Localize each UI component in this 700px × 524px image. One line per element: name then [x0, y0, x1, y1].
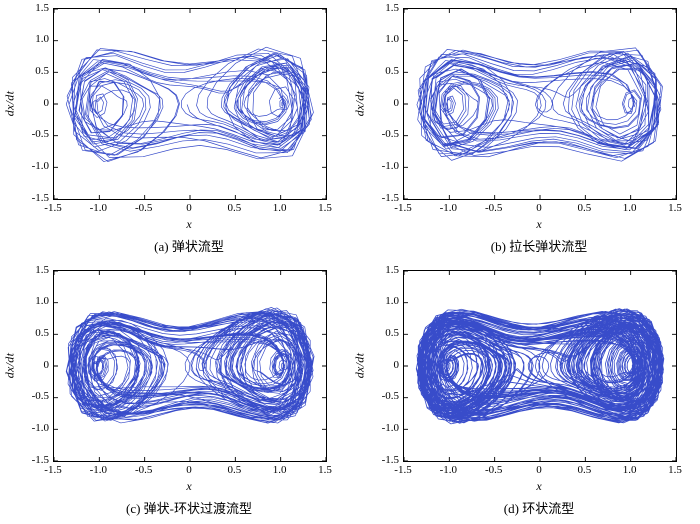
x-tick-label: -0.5 — [134, 464, 153, 476]
x-tick-label: 0.5 — [227, 202, 242, 214]
y-tick-label: -1.0 — [381, 421, 399, 434]
x-tick-label: -1.5 — [394, 202, 412, 214]
x-tick-label: -1.0 — [89, 464, 108, 476]
y-tick-label: -1.5 — [31, 453, 49, 466]
x-tick-label: 1.5 — [668, 464, 682, 476]
phase-trajectory-canvas — [404, 271, 676, 461]
plot-frame — [403, 270, 677, 462]
y-tick-label: -0.5 — [31, 128, 49, 141]
plot-frame — [53, 8, 327, 200]
x-axis-label: x — [186, 217, 192, 231]
y-tick-label: 0 — [393, 358, 400, 371]
y-tick-label: 1.5 — [385, 263, 399, 276]
x-tick-label: 1.0 — [622, 202, 637, 214]
y-tick-label: -1.0 — [31, 159, 49, 172]
y-tick-label: 0.5 — [35, 64, 49, 77]
x-tick-label: -0.5 — [484, 464, 503, 476]
x-tick-label: 0 — [186, 202, 192, 214]
y-tick-label: -1.0 — [381, 159, 399, 172]
y-tick-label: 0.5 — [35, 326, 49, 339]
y-tick-label: -0.5 — [381, 128, 399, 141]
x-axis-label: x — [536, 479, 542, 493]
x-tick-label: -1.5 — [44, 464, 62, 476]
phase-portrait-panel-a: dx/dt -1.5 -1.0 -0.5 0 0.5 1.0 1.5 -1.5 -1.0 -0.… — [0, 0, 350, 262]
x-axis-label: x — [186, 479, 192, 493]
phase-trajectory-canvas — [54, 9, 326, 199]
y-tick-label: -1.5 — [31, 191, 49, 204]
x-tick-label: -0.5 — [484, 202, 503, 214]
x-tick-label: -1.5 — [394, 464, 412, 476]
x-tick-label: 1.0 — [272, 202, 287, 214]
x-tick-label: -1.0 — [89, 202, 108, 214]
y-tick-label: 1.0 — [35, 295, 49, 308]
y-tick-label: -0.5 — [31, 390, 49, 403]
y-tick-label: 1.0 — [385, 33, 399, 46]
y-tick-label: -1.5 — [381, 191, 399, 204]
x-tick-label: 0.5 — [577, 202, 592, 214]
y-tick-label: 1.5 — [35, 1, 49, 14]
panel-caption: (b) 拉长弹状流型 — [490, 239, 588, 254]
panel-caption: (a) 弹状流型 — [154, 239, 224, 254]
x-tick-label: 1.5 — [318, 202, 332, 214]
y-tick-label: 1.0 — [35, 33, 49, 46]
x-tick-label: -0.5 — [134, 202, 153, 214]
y-tick-label: 0 — [43, 358, 50, 371]
y-tick-label: -1.5 — [381, 453, 399, 466]
x-tick-label: -1.0 — [439, 464, 458, 476]
x-axis-label: x — [536, 217, 542, 231]
y-tick-label: -0.5 — [381, 390, 399, 403]
phase-portrait-panel-d: dx/dt -1.5 -1.0 -0.5 0 0.5 1.0 1.5 -1.5 -1.0 -0.… — [350, 262, 700, 524]
y-tick-label: 1.5 — [35, 263, 49, 276]
x-tick-label: 0 — [536, 202, 542, 214]
phase-trajectory-canvas — [404, 9, 676, 199]
phase-portrait-panel-c: dx/dt -1.5 -1.0 -0.5 0 0.5 1.0 1.5 -1.5 -1.0 -0.… — [0, 262, 350, 524]
y-tick-label: 0.5 — [385, 64, 399, 77]
x-tick-label: 0.5 — [577, 464, 592, 476]
y-tick-label: 0.5 — [385, 326, 399, 339]
x-tick-label: -1.0 — [439, 202, 458, 214]
y-tick-label: -1.0 — [31, 421, 49, 434]
x-tick-label: 1.0 — [622, 464, 637, 476]
y-tick-label: 0 — [43, 96, 50, 109]
plot-frame — [403, 8, 677, 200]
phase-trajectory-canvas — [54, 271, 326, 461]
y-tick-label: 1.5 — [385, 1, 399, 14]
x-tick-label: 0.5 — [227, 464, 242, 476]
x-tick-label: 0 — [186, 464, 192, 476]
x-tick-label: 1.5 — [318, 464, 332, 476]
x-tick-label: 0 — [536, 464, 542, 476]
y-tick-label: 0 — [393, 96, 400, 109]
x-tick-label: 1.5 — [668, 202, 682, 214]
y-tick-label: 1.0 — [385, 295, 399, 308]
x-tick-label: 1.0 — [272, 464, 287, 476]
x-tick-label: -1.5 — [44, 202, 62, 214]
panel-caption: (c) 弹状-环状过渡流型 — [125, 501, 252, 516]
plot-frame — [53, 270, 327, 462]
panel-caption: (d) 环状流型 — [503, 501, 575, 516]
phase-portrait-panel-b: dx/dt -1.5 -1.0 -0.5 0 0.5 1.0 1.5 -1.5 -1.0 -0.… — [350, 0, 700, 262]
